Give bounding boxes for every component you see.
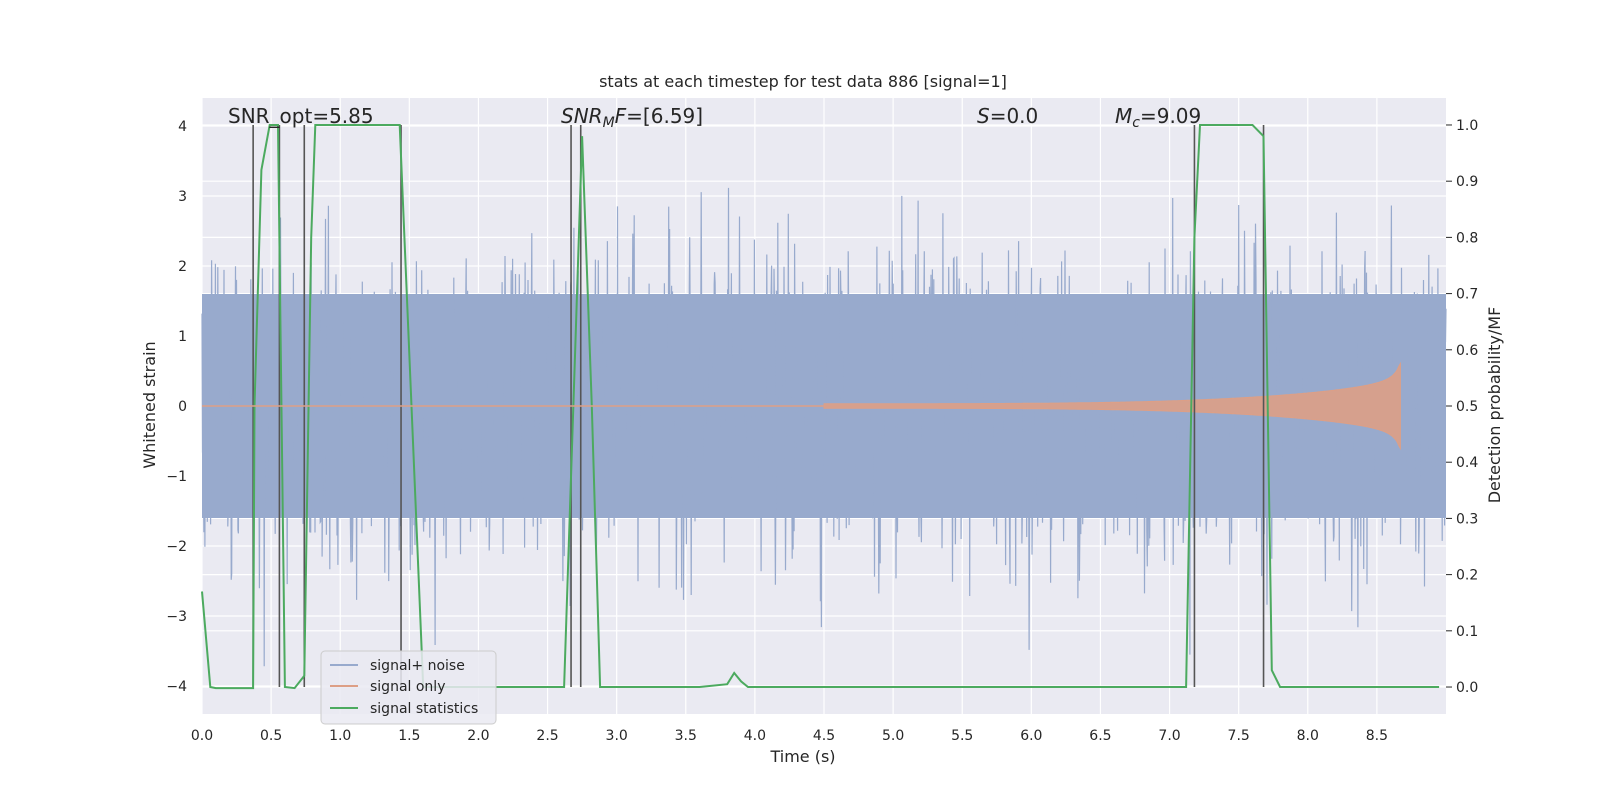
y2-tick-label: 0.5 [1456,399,1478,415]
y2-tick-label: 0.7 [1456,287,1478,303]
x-tick-label: 6.5 [1089,728,1111,744]
y2-tick-label: 0.8 [1456,230,1478,246]
y2-axis-label: Detection probability/MF [1485,307,1504,504]
y-tick-label: −4 [166,679,187,695]
y-tick-label: −1 [166,469,187,485]
y-tick-label: 4 [178,119,187,135]
x-tick-label: 2.5 [536,728,558,744]
y2-tick-label: 0.6 [1456,343,1478,359]
annotation-s: S=0.0 [977,104,1038,128]
y-tick-label: 0 [178,399,187,415]
signal-noise-series [201,187,1447,667]
legend-label-signal: signal only [370,679,445,695]
y-tick-label: −3 [166,609,187,625]
x-tick-label: 8.0 [1297,728,1319,744]
x-tick-label: 7.0 [1158,728,1180,744]
x-tick-label: 6.0 [1020,728,1042,744]
annotation-snr-opt: SNR_opt=5.85 [228,104,374,128]
y2-tick-label: 0.9 [1456,174,1478,190]
x-tick-label: 0.0 [191,728,213,744]
legend: signal+ noise signal only signal statist… [320,650,497,725]
x-tick-label: 4.5 [813,728,835,744]
legend-label-noise: signal+ noise [370,658,465,674]
x-tick-label: 5.5 [951,728,973,744]
y2-axis-ticks: 0.0 0.1 0.2 0.3 0.4 0.5 0.6 0.7 0.8 0.9 1.0 [1446,118,1478,696]
signal-statistics-series [201,124,1440,690]
y2-tick-label: 0.2 [1456,568,1478,584]
annotation-mc: Mc=9.09 [1115,104,1201,131]
x-tick-label: 3.5 [675,728,697,744]
y-tick-label: 2 [178,259,187,275]
y2-tick-label: 0.3 [1456,511,1478,527]
x-tick-label: 2.0 [467,728,489,744]
legend-label-stats: signal statistics [370,701,478,717]
y-axis-ticks: −4 −3 −2 −1 0 1 2 3 4 [166,119,187,695]
x-tick-label: 4.0 [744,728,766,744]
y2-tick-label: 0.4 [1456,455,1478,471]
y-axis-label: Whitened strain [140,341,159,468]
y-tick-label: 3 [178,189,187,205]
signal-only-series [823,361,1401,451]
x-tick-label: 1.0 [329,728,351,744]
legend-box [320,650,497,725]
x-tick-label: 7.5 [1228,728,1250,744]
x-tick-label: 5.0 [882,728,904,744]
x-tick-label: 0.5 [260,728,282,744]
y2-tick-label: 0.1 [1456,624,1478,640]
x-tick-label: 8.5 [1366,728,1388,744]
x-tick-label: 3.0 [606,728,628,744]
annotation-snr-mf: SNRMF=[6.59] [561,104,703,131]
x-tick-label: 1.5 [398,728,420,744]
y-tick-label: 1 [178,329,187,345]
x-axis-ticks: 0.0 0.5 1.0 1.5 2.0 2.5 3.0 3.5 4.0 4.5 5.0 5.5 6.0 6… [191,728,1388,744]
y2-tick-label: 0.0 [1456,680,1478,696]
chart-title: stats at each timestep for test data 886… [599,72,1007,91]
y-tick-label: −2 [166,539,187,555]
x-axis-label: Time (s) [769,747,835,766]
y2-tick-label: 1.0 [1456,118,1478,134]
